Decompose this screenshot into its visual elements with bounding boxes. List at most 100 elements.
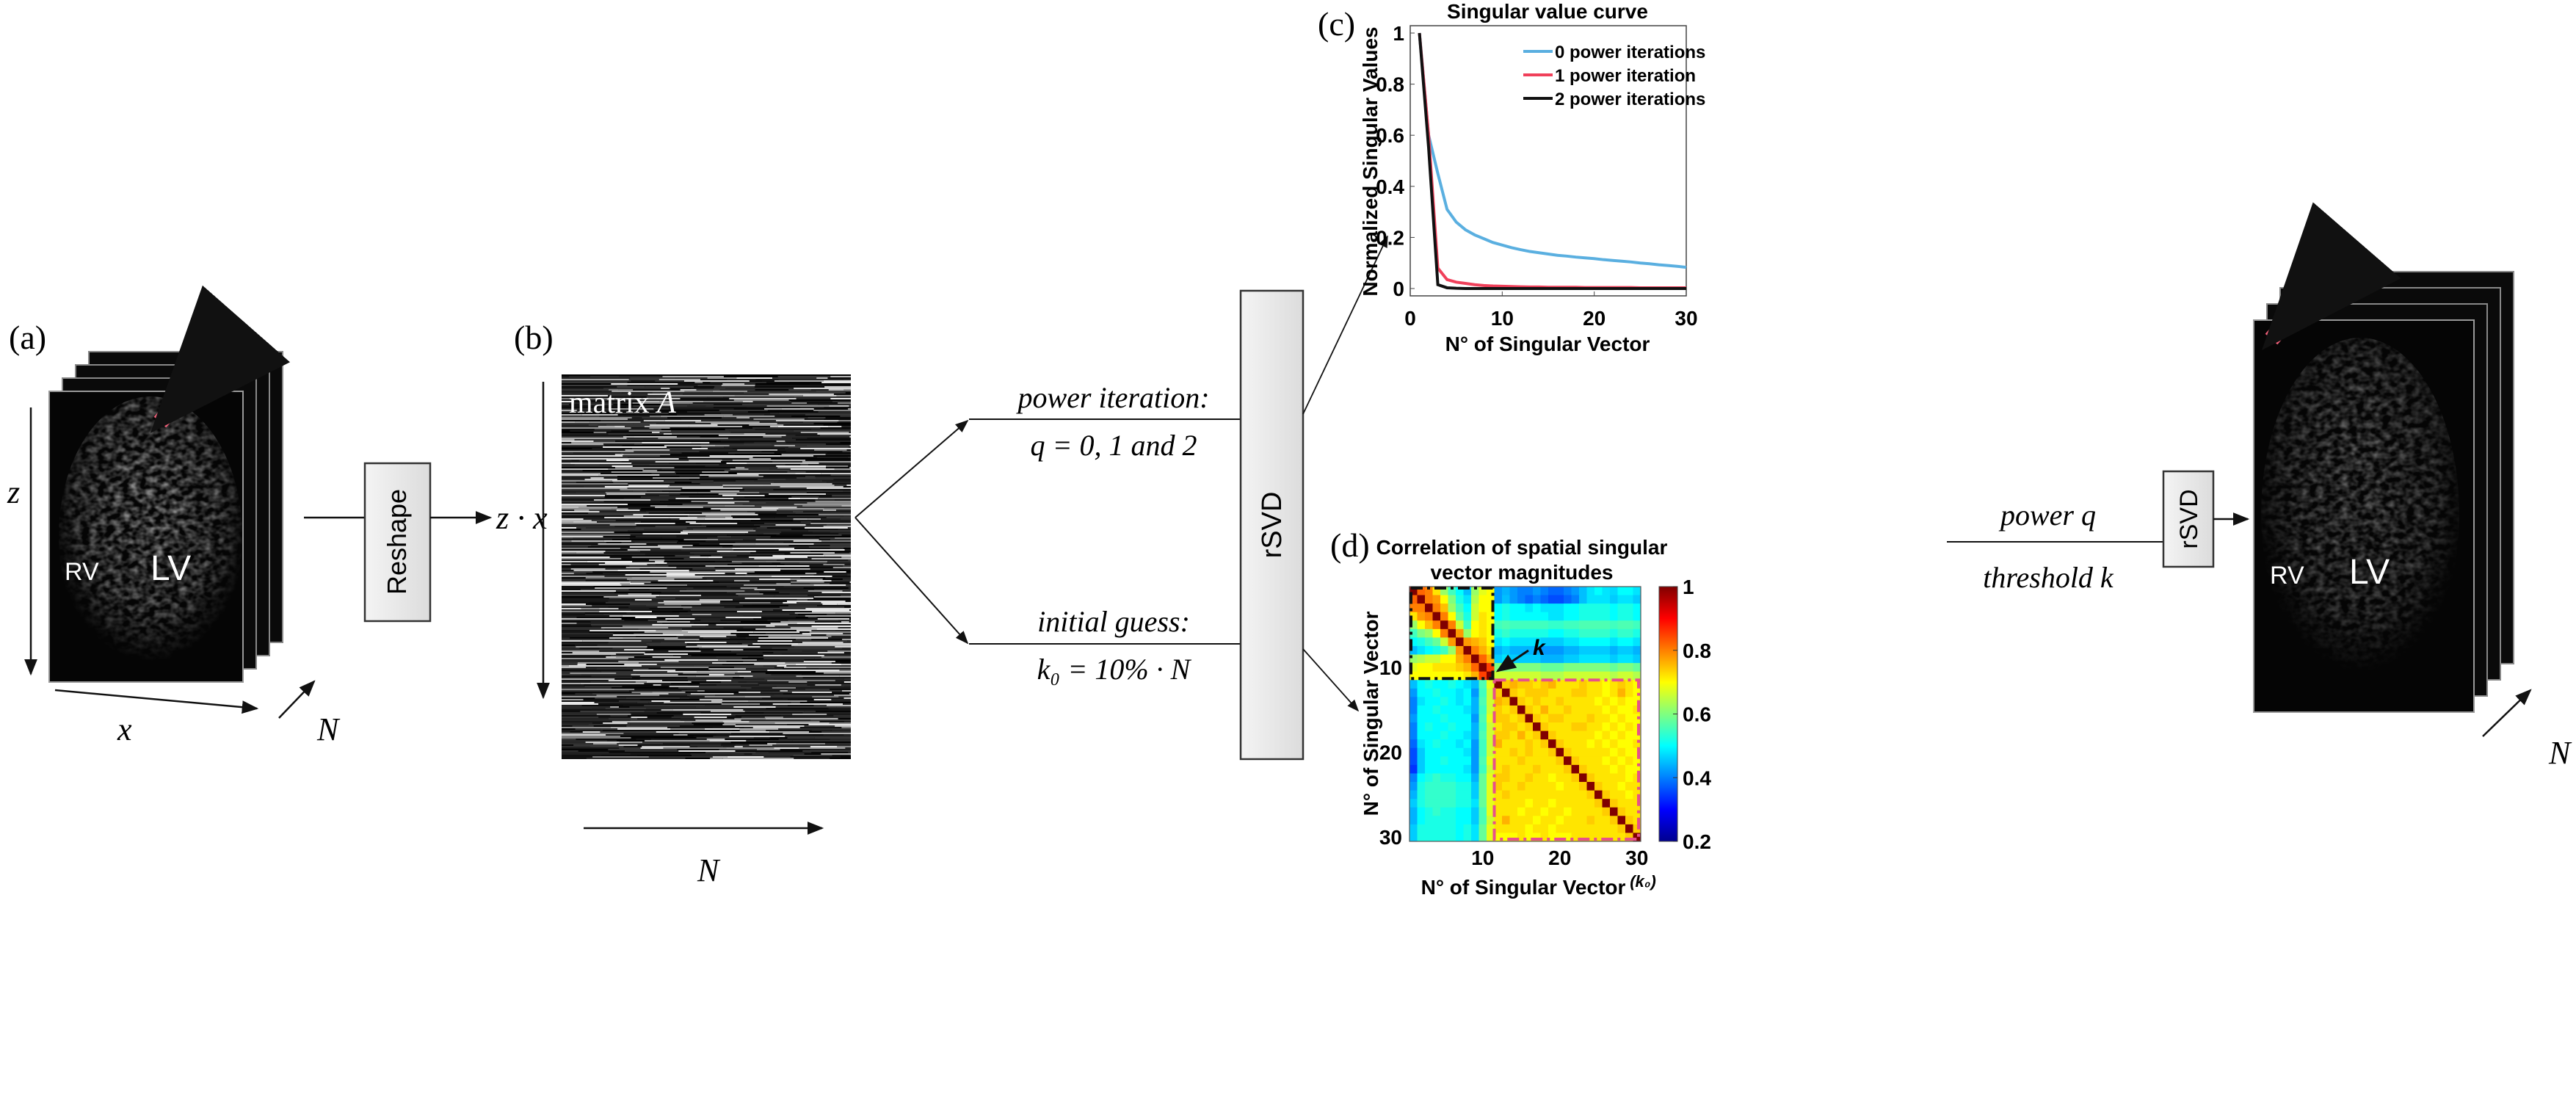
matrix-texture-line [606,542,622,543]
heatmap-cell [1586,790,1595,800]
matrix-texture-line [605,495,660,496]
matrix-texture-line [744,753,752,755]
heatmap-cell [1463,603,1472,613]
matrix-texture-line [625,574,695,576]
heatmap-cell [1556,807,1564,816]
matrix-texture-line [649,464,719,465]
matrix-texture-line [735,606,780,608]
heatmap-cell [1625,697,1633,706]
matrix-texture-line [625,426,645,427]
matrix-texture-line [650,549,681,551]
matrix-texture-line [728,452,774,454]
matrix-texture-line [569,404,580,405]
matrix-texture-line [838,420,851,421]
matrix-texture-line [673,715,736,717]
matrix-texture-line [562,730,595,731]
matrix-texture-line [562,581,631,583]
heatmap-cell [1633,628,1641,638]
matrix-texture-line [656,596,708,598]
matrix-texture-line [719,410,768,411]
matrix-texture-line [821,382,851,383]
matrix-texture-line [668,394,683,395]
matrix-texture-line [820,427,851,429]
heatmap-cell [1586,612,1595,621]
heatmap-cell [1487,730,1495,740]
matrix-texture-line [603,536,626,537]
heatmap-cell [1502,799,1510,808]
matrix-texture-line [700,483,771,485]
matrix-texture-line [763,658,815,659]
matrix-texture-line [795,639,812,640]
matrix-texture-line [579,404,614,405]
matrix-texture-line [670,700,712,702]
matrix-texture-line [721,417,737,418]
matrix-texture-line [754,558,785,559]
matrix-texture-line [562,507,579,508]
heatmap-cell [1617,697,1626,706]
chart-c-xlabel: N° of Singular Vector [1445,333,1650,355]
matrix-texture-line [641,508,711,510]
heatmap-cell [1602,756,1611,766]
matrix-texture-line [598,543,647,545]
matrix-texture-line [562,709,592,711]
matrix-texture-line [705,565,759,567]
matrix-texture-line [808,724,851,725]
heatmap-cell [1625,816,1633,825]
matrix-texture-line [661,709,673,711]
matrix-texture-line [600,731,656,733]
matrix-texture-line [842,590,851,592]
matrix-texture-line [774,540,794,542]
chart-c-xtick-label: 30 [1675,307,1697,330]
matrix-texture-line [763,477,797,479]
matrix-texture-line [562,681,591,683]
matrix-texture-line [746,407,800,408]
matrix-texture-line [562,576,605,577]
matrix-texture-line [592,448,632,449]
matrix-texture-line [805,573,817,574]
heatmap-cell [1494,705,1503,714]
matrix-texture-line [764,678,774,680]
matrix-texture-line [562,457,628,458]
matrix-texture-line [849,432,851,433]
matrix-texture-line [687,457,753,458]
matrix-texture-line [835,646,851,648]
matrix-texture-line [562,562,606,564]
matrix-texture-line [583,699,640,700]
matrix-texture-line [830,474,851,476]
heatmap-cell [1487,595,1495,604]
matrix-texture-line [562,650,600,652]
matrix-texture-line [813,543,851,545]
heatmap-cell [1625,612,1633,621]
matrix-texture-line [614,526,656,527]
matrix-texture-line [649,608,683,609]
matrix-texture-line [612,539,684,540]
matrix-texture-line [755,577,801,579]
matrix-texture-line [789,593,851,595]
heatmap-cell [1517,739,1525,749]
matrix-texture-line [612,480,664,482]
heatmap-cell [1602,688,1611,697]
matrix-texture-line [603,722,628,724]
heatmap-cell [1479,790,1487,800]
heatmap-cell [1571,764,1580,774]
matrix-texture-line [732,677,744,678]
matrix-texture-line [562,448,592,449]
matrix-texture-line [604,628,639,630]
matrix-texture-line [696,463,727,464]
heatmap-cell [1463,807,1472,816]
matrix-texture-line [789,470,851,471]
heatmap-cell [1417,730,1426,740]
matrix-texture-line [734,746,743,747]
matrix-texture-line [754,571,809,573]
matrix-texture-line [562,736,620,737]
heatmap-cell [1456,705,1464,714]
matrix-texture-line [575,421,590,423]
heatmap-cell [1471,663,1479,672]
matrix-texture-line [631,692,653,693]
rsvd-label: rSVD [1257,492,1288,559]
matrix-texture-line [633,670,676,671]
matrix-texture-line [664,702,722,703]
heatmap-cell [1594,587,1603,596]
matrix-texture-line [625,536,636,537]
matrix-texture-line [788,399,851,401]
